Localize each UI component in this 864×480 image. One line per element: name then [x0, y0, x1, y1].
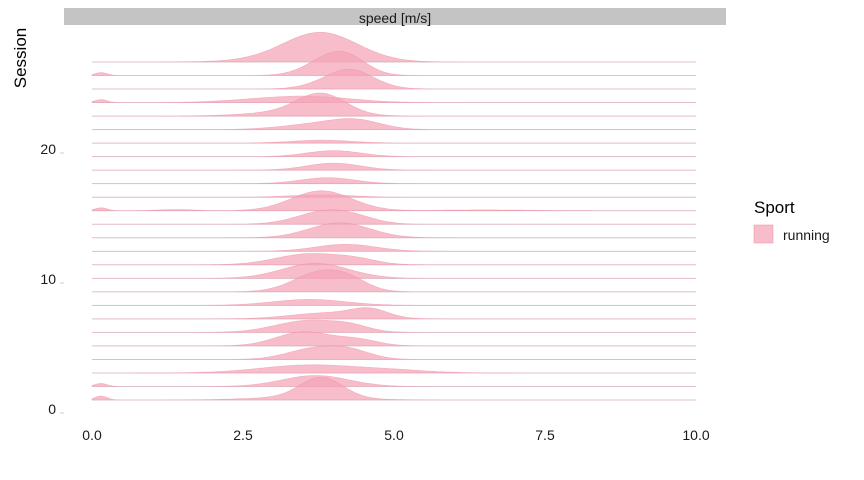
- ridge-density: [92, 118, 696, 130]
- ridge-density: [92, 331, 696, 347]
- x-axis: 0.0 2.5 5.0 7.5 10.0: [82, 427, 710, 443]
- ridge-density: [92, 364, 696, 374]
- ridge-session-5: [92, 331, 696, 347]
- ridge-session-12: [92, 244, 696, 252]
- legend: Sport running: [753, 198, 830, 244]
- ridge-density: [92, 150, 696, 157]
- ridge-session-17: [92, 177, 696, 185]
- ridge-session-1: [91, 376, 696, 401]
- ridge-session-18: [92, 162, 696, 171]
- y-tick-label: 10: [40, 271, 56, 287]
- ridge-session-6: [92, 319, 696, 333]
- ridge-density: [92, 345, 696, 360]
- ridge-session-19: [92, 150, 696, 158]
- ridge-density: [92, 319, 696, 333]
- y-tick-label: 0: [48, 401, 56, 417]
- legend-title: Sport: [754, 198, 795, 217]
- x-tick-label: 0.0: [82, 427, 102, 443]
- ridge-density: [91, 95, 696, 103]
- ridge-density: [91, 375, 696, 387]
- ridge-density: [92, 209, 696, 225]
- ridge-density: [92, 244, 696, 252]
- ridge-density: [92, 253, 696, 266]
- facet-strip: speed [m/s]: [64, 8, 726, 26]
- ridge-density: [92, 263, 696, 279]
- x-tick-label: 5.0: [384, 427, 404, 443]
- ridge-session-25: [91, 50, 696, 77]
- ridge-density: [92, 177, 696, 184]
- ridge-session-10: [92, 263, 696, 279]
- facet-strip-background: [64, 8, 726, 25]
- ridge-session-24: [92, 68, 696, 90]
- ridge-density: [91, 376, 696, 401]
- ridge-session-2: [91, 375, 696, 387]
- ridge-session-4: [92, 345, 696, 360]
- ridge-session-20: [92, 139, 696, 144]
- ridge-session-16: [92, 194, 696, 198]
- ridge-session-7: [92, 307, 696, 320]
- ridge-session-9: [92, 269, 696, 293]
- ridge-density: [92, 222, 696, 239]
- facet-strip-label: speed [m/s]: [359, 10, 431, 26]
- ridge-session-26: [92, 31, 696, 63]
- ridge-session-8: [92, 299, 696, 306]
- y-axis: 0 10 20: [40, 141, 64, 417]
- y-tick-label: 20: [40, 141, 56, 157]
- ridge-density: [92, 31, 696, 63]
- ridge-density: [92, 139, 696, 144]
- ridge-session-14: [92, 209, 696, 225]
- legend-label-running: running: [783, 227, 830, 243]
- legend-key-running: [753, 224, 774, 244]
- ridge-session-3: [92, 364, 696, 374]
- ridge-session-11: [92, 253, 696, 266]
- ridge-density: [92, 307, 696, 320]
- ridge-session-21: [92, 118, 696, 131]
- ridge-density: [92, 162, 696, 171]
- x-tick-label: 2.5: [233, 427, 253, 443]
- ridge-session-15: [91, 190, 696, 212]
- ridge-layer: [91, 31, 696, 401]
- ridge-density: [92, 194, 696, 198]
- ridge-density: [91, 50, 696, 76]
- ridge-density: [92, 92, 696, 117]
- y-axis-title: Session: [11, 28, 30, 88]
- ridge-session-13: [92, 222, 696, 239]
- ridge-session-22: [92, 92, 696, 117]
- ridge-density: [92, 299, 696, 306]
- ridge-density: [91, 190, 696, 211]
- ridge-density: [92, 68, 696, 90]
- ridge-session-23: [91, 95, 696, 104]
- ridge-density: [92, 269, 696, 293]
- x-tick-label: 10.0: [682, 427, 709, 443]
- x-tick-label: 7.5: [535, 427, 555, 443]
